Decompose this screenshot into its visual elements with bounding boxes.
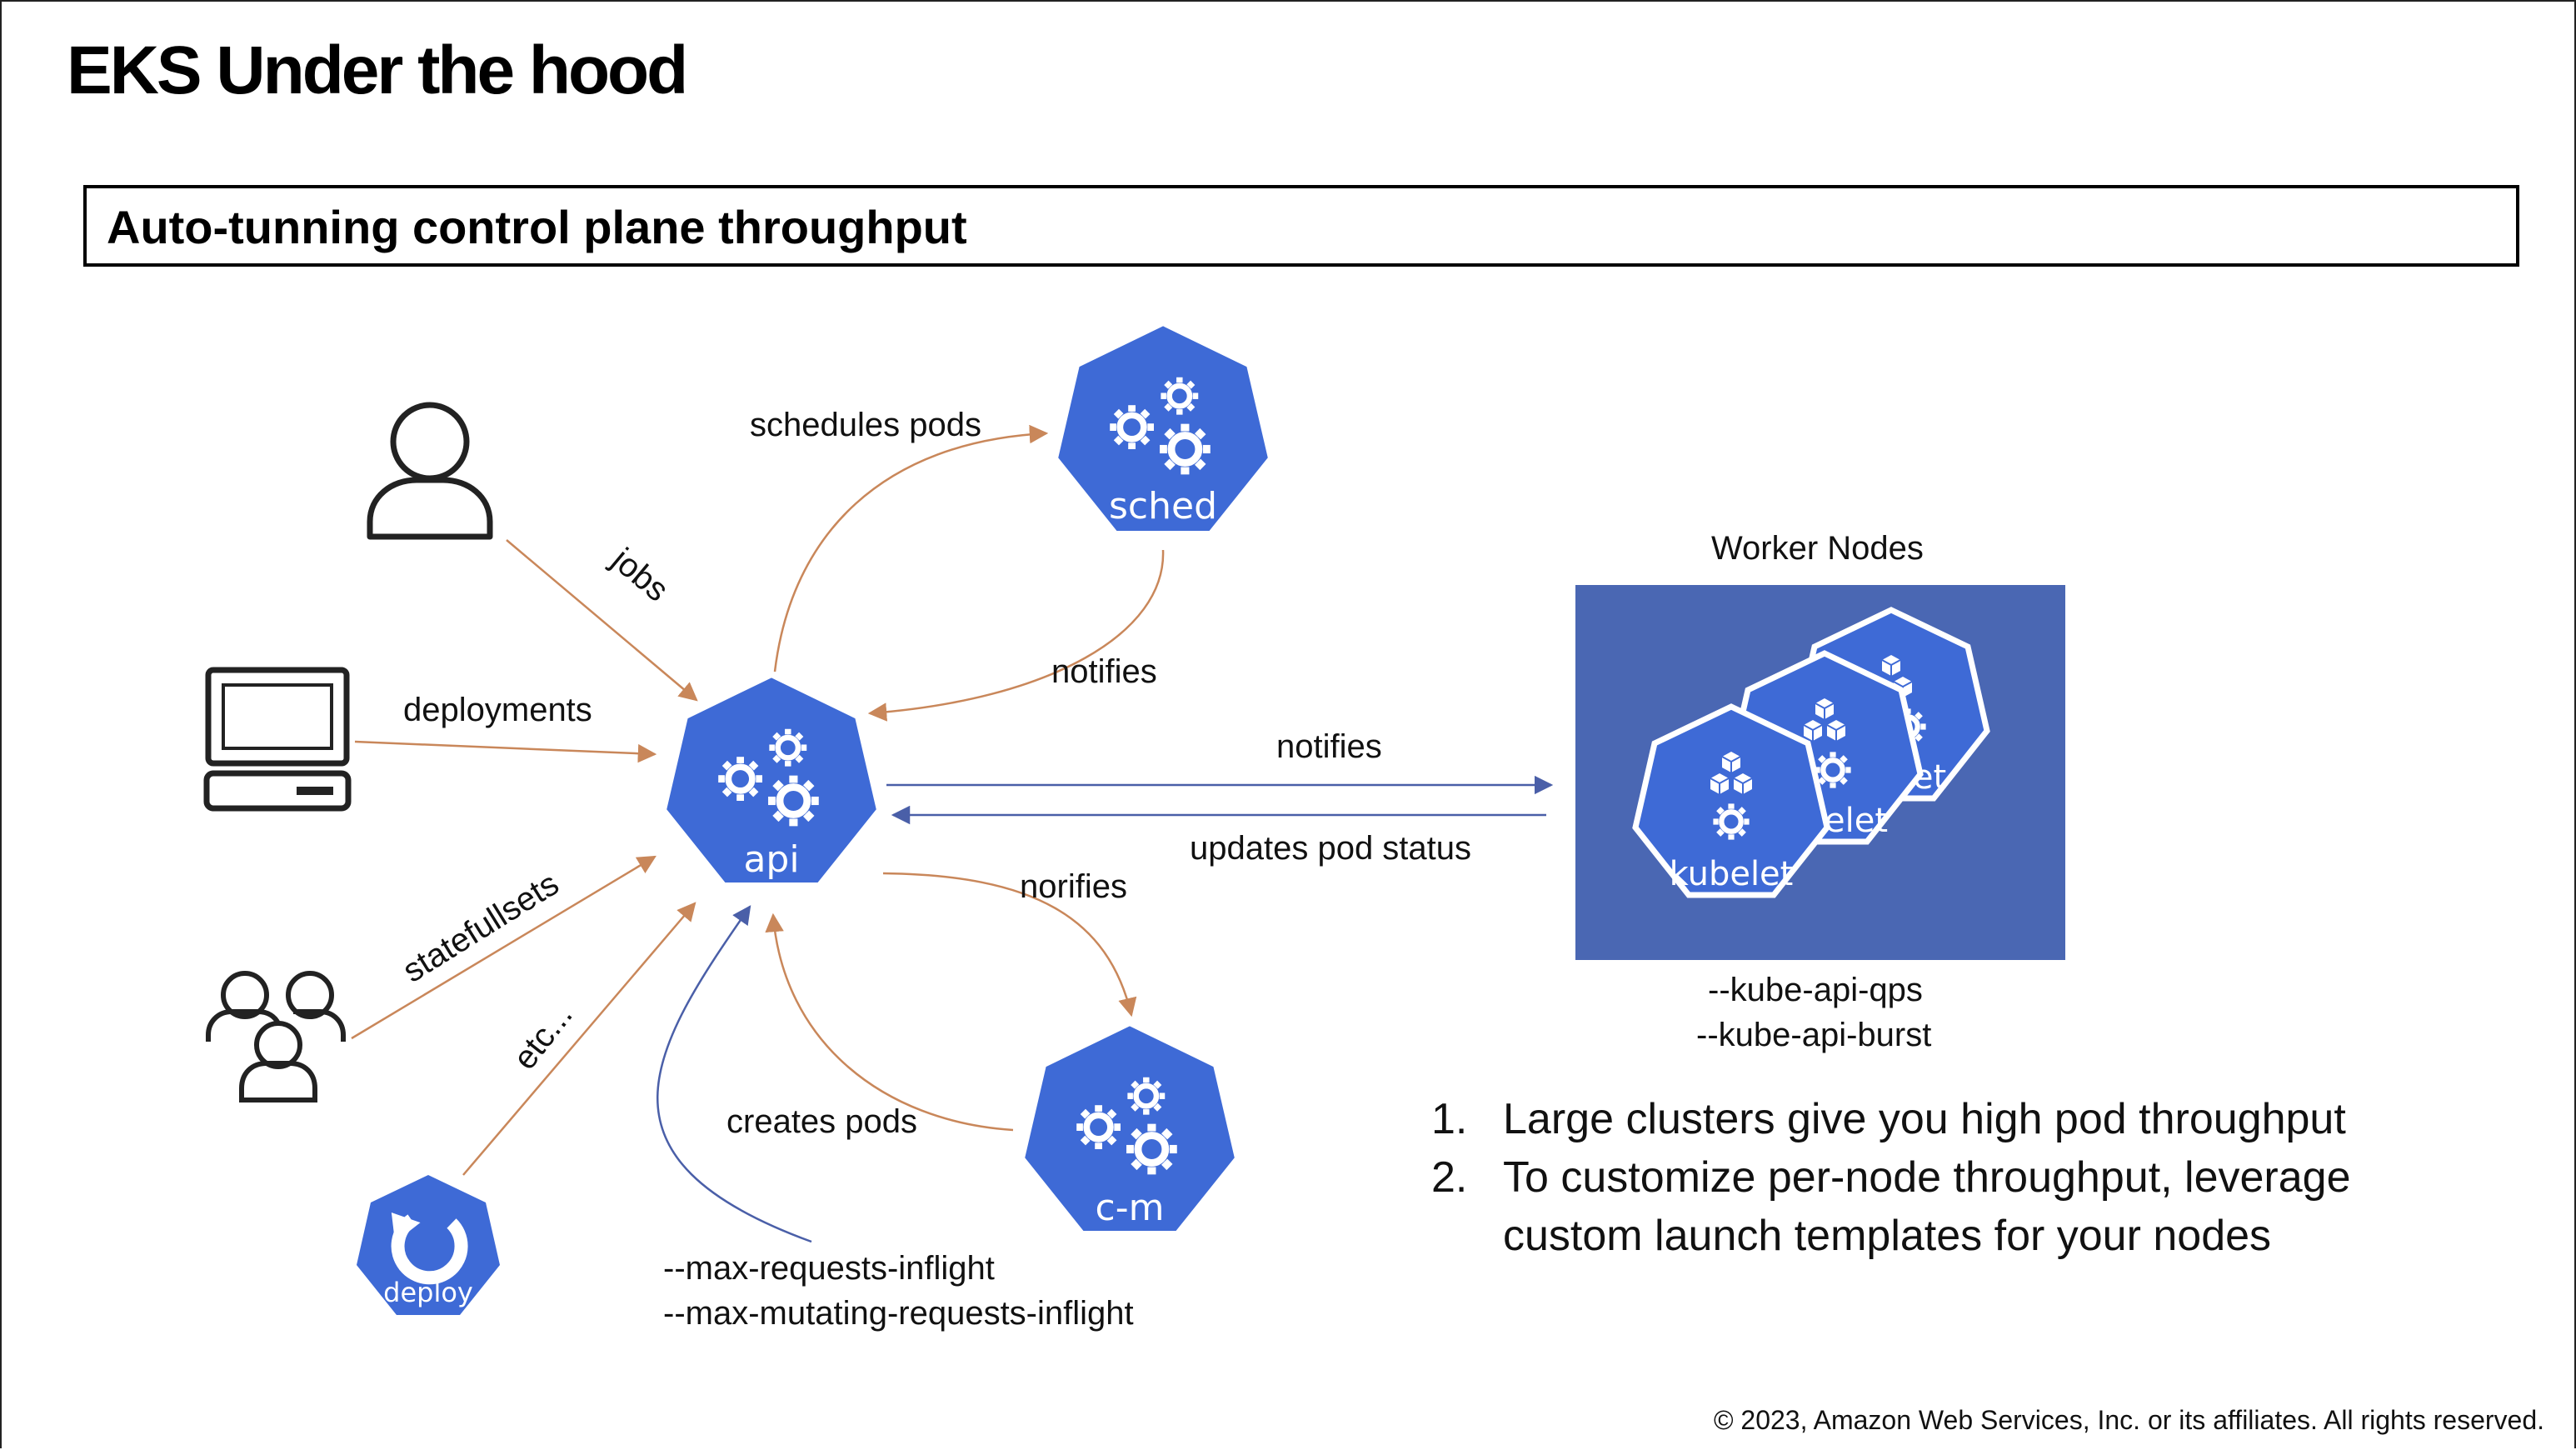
slide-title: EKS Under the hood: [67, 32, 688, 108]
note-text: To customize per-node throughput, levera…: [1503, 1153, 2351, 1260]
cm-icon: c-m: [1019, 1020, 1241, 1236]
norifies-arrow: [882, 872, 1137, 1018]
deployments-arrow: [354, 740, 657, 763]
users-group-icon: [206, 971, 346, 1102]
deploy-icon: deploy: [357, 1175, 500, 1315]
jobs-arrow: [506, 539, 698, 702]
sched-icon: sched: [1052, 320, 1274, 536]
creates-pods-label: creates pods: [726, 1103, 918, 1140]
slide-subtitle: Auto-tunning control plane throughput: [107, 201, 967, 253]
user-icon: [367, 402, 493, 540]
subtitle-box: Auto-tunning control plane throughput: [83, 185, 2519, 267]
worker-flag-burst: --kube-api-burst: [1696, 1017, 1932, 1053]
list-item: 1. Large clusters give you high pod thro…: [1431, 1090, 2419, 1148]
notifies-sched-arrow: [867, 549, 1165, 722]
kubelet-icon-front: kubelet: [1632, 703, 1830, 898]
api-label: api: [743, 838, 799, 881]
copyright: © 2023, Amazon Web Services, Inc. or its…: [1713, 1405, 2544, 1435]
norifies-label: norifies: [1020, 868, 1127, 905]
statefullsets-arrow: [351, 855, 656, 1040]
kubelet-front-label: kubelet: [1670, 855, 1794, 893]
notifies-workers-label: notifies: [1276, 728, 1382, 765]
api-icon: api: [661, 672, 882, 888]
jobs-label: jobs: [604, 541, 675, 609]
api-flags-arrow: [656, 905, 812, 1243]
worker-flag-qps: --kube-api-qps: [1708, 972, 1923, 1008]
cm-label: c-m: [1096, 1187, 1165, 1229]
deployments-label: deployments: [403, 692, 592, 728]
schedules-pods-arrow: [773, 424, 1049, 672]
etc-label: etc...: [507, 997, 580, 1076]
etc-arrow: [462, 902, 696, 1176]
schedules-pods-label: schedules pods: [750, 407, 981, 443]
creates-pods-arrow: [765, 912, 1014, 1132]
statefullsets-label: statefullsets: [397, 865, 565, 989]
api-flag-max-mutating: --max-mutating-requests-inflight: [663, 1295, 1134, 1332]
kubelet-mid-label: elet: [1825, 802, 1888, 840]
note-text: Large clusters give you high pod through…: [1503, 1095, 2346, 1143]
deploy-label: deploy: [383, 1277, 473, 1308]
worker-nodes-title: Worker Nodes: [1711, 530, 1924, 567]
laptop-icon: [203, 667, 352, 812]
api-flag-max-requests: --max-requests-inflight: [663, 1250, 995, 1287]
sched-label: sched: [1109, 485, 1217, 528]
note-number: 2.: [1431, 1153, 1468, 1202]
notifies-sched-label: notifies: [1051, 653, 1157, 690]
notes-list: 1. Large clusters give you high pod thro…: [1431, 1090, 2419, 1265]
note-number: 1.: [1431, 1095, 1468, 1143]
list-item: 2. To customize per-node throughput, lev…: [1431, 1148, 2419, 1265]
updates-pod-status-label: updates pod status: [1190, 830, 1472, 867]
